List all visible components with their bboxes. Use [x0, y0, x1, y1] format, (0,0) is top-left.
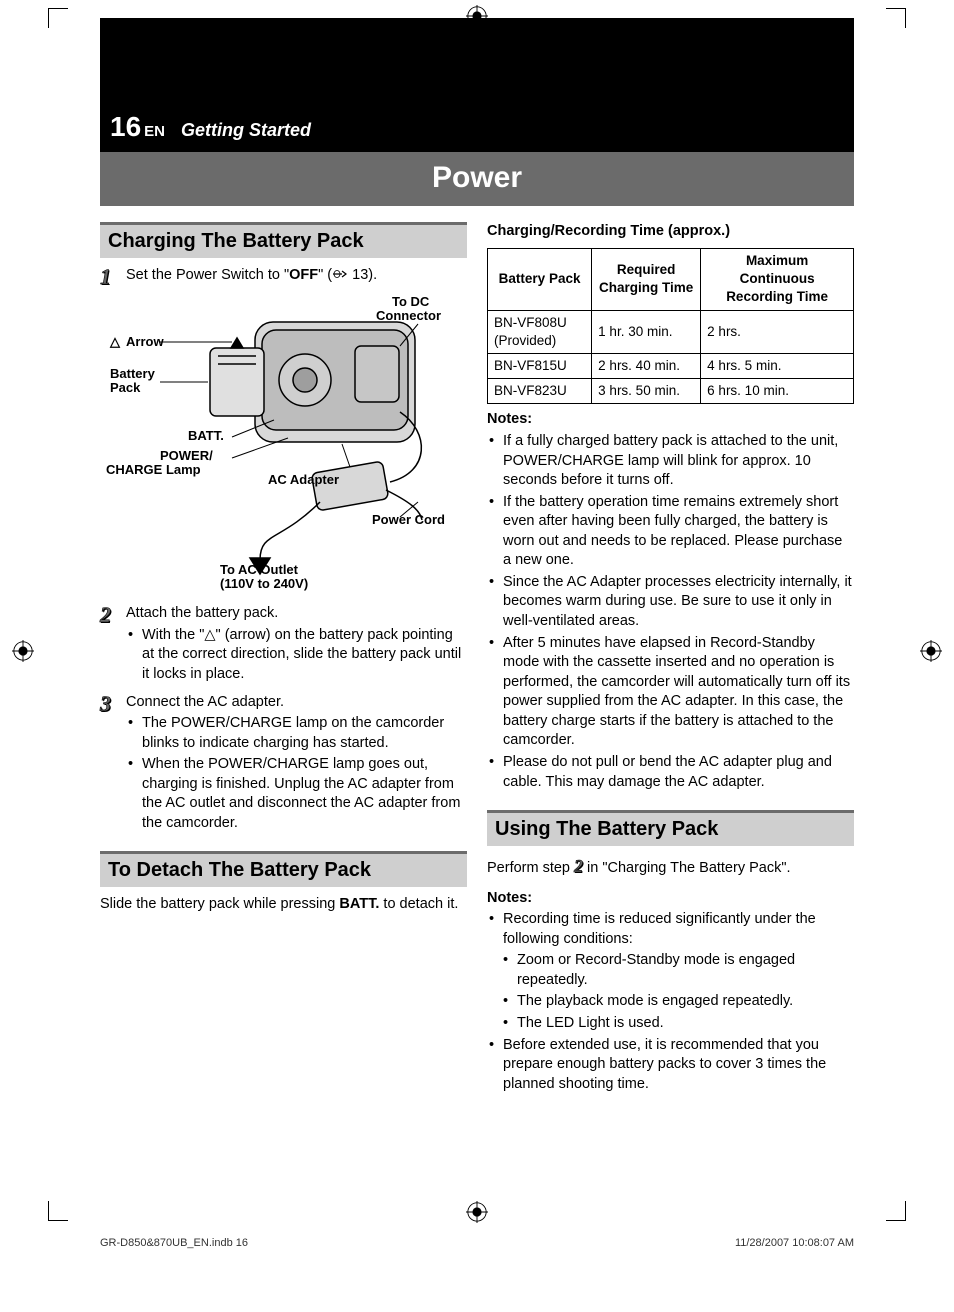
step-2: 2 Attach the battery pack. With the "△" …	[100, 604, 467, 686]
page-header: 16 EN Getting Started	[100, 104, 854, 152]
th-charge: Required Charging Time	[592, 248, 701, 310]
crop-mark	[886, 8, 906, 28]
svg-text:(110V to 240V): (110V to 240V)	[220, 576, 308, 591]
cell: BN-VF815U	[488, 353, 592, 378]
svg-text:Battery: Battery	[110, 366, 156, 381]
step1-ref: 13).	[352, 267, 377, 283]
section-heading-detach: To Detach The Battery Pack	[100, 851, 467, 887]
cell: BN-VF823U	[488, 379, 592, 404]
note-sub-item: The playback mode is engaged repeatedly.	[503, 992, 854, 1012]
note-sub-item: The LED Light is used.	[503, 1014, 854, 1034]
table-title: Charging/Recording Time (approx.)	[487, 222, 854, 242]
footer-file: GR-D850&870UB_EN.indb 16	[100, 1236, 248, 1251]
notes-heading-2: Notes:	[487, 889, 854, 909]
note-item: If a fully charged battery pack is attac…	[487, 432, 854, 491]
cell: BN-VF808U (Provided)	[488, 310, 592, 353]
svg-text:Pack: Pack	[110, 380, 141, 395]
note-item: If the battery operation time remains ex…	[487, 493, 854, 571]
note-item: Recording time is reduced significantly …	[487, 910, 854, 1033]
svg-text:Connector: Connector	[376, 308, 441, 323]
crop-mark	[886, 1201, 906, 1221]
page-ref-icon	[332, 267, 348, 279]
charging-time-table: Battery Pack Required Charging Time Maxi…	[487, 248, 854, 405]
page-number: 16	[110, 108, 141, 146]
registration-mark-icon	[466, 5, 488, 27]
header-black-band	[100, 18, 854, 104]
using-post: in "Charging The Battery Pack".	[583, 860, 791, 876]
svg-text:Arrow: Arrow	[126, 334, 164, 349]
note-item: Since the AC Adapter processes electrici…	[487, 573, 854, 632]
detach-pre: Slide the battery pack while pressing	[100, 896, 339, 912]
cell: 1 hr. 30 min.	[592, 310, 701, 353]
notes-heading: Notes:	[487, 410, 854, 430]
crop-mark	[48, 1201, 68, 1221]
step-number-icon: 2	[100, 604, 126, 686]
section-heading-charging: Charging The Battery Pack	[100, 222, 467, 258]
camcorder-diagram: △ Arrow Battery Pack BATT. POWER/ CHARGE…	[100, 292, 467, 592]
svg-text:Power Cord: Power Cord	[372, 512, 445, 527]
page-lang: EN	[144, 122, 165, 142]
note-sub-item: Zoom or Record-Standby mode is engaged r…	[503, 951, 854, 990]
step-3: 3 Connect the AC adapter. The POWER/CHAR…	[100, 693, 467, 836]
cell: 2 hrs. 40 min.	[592, 353, 701, 378]
step3-bullet2: When the POWER/CHARGE lamp goes out, cha…	[126, 755, 467, 833]
cell: 6 hrs. 10 min.	[701, 379, 854, 404]
th-battery: Battery Pack	[488, 248, 592, 310]
step3-bullet1: The POWER/CHARGE lamp on the camcorder b…	[126, 714, 467, 753]
using-body: Perform step 2 in "Charging The Battery …	[487, 854, 854, 879]
note-item: Before extended use, it is recommended t…	[487, 1036, 854, 1095]
detach-post: to detach it.	[379, 896, 458, 912]
registration-mark-icon	[920, 640, 942, 662]
note2-item1: Recording time is reduced significantly …	[503, 911, 816, 947]
notes-list-2: Recording time is reduced significantly …	[487, 910, 854, 1094]
svg-text:BATT.: BATT.	[188, 428, 224, 443]
step1-text-pre: Set the Power Switch to "	[126, 267, 289, 283]
step1-text-post: " (	[318, 267, 332, 283]
cell: 3 hrs. 50 min.	[592, 379, 701, 404]
step-number-icon: 1	[100, 266, 126, 288]
table-row: BN-VF815U 2 hrs. 40 min. 4 hrs. 5 min.	[488, 353, 854, 378]
svg-text:To DC: To DC	[392, 294, 430, 309]
step2-bullet: With the "△" (arrow) on the battery pack…	[126, 626, 467, 685]
svg-text:POWER/: POWER/	[160, 448, 213, 463]
svg-text:CHARGE Lamp: CHARGE Lamp	[106, 462, 201, 477]
registration-mark-icon	[12, 640, 34, 662]
cell: 2 hrs.	[701, 310, 854, 353]
note-item: Please do not pull or bend the AC adapte…	[487, 753, 854, 792]
step-1: 1 Set the Power Switch to "OFF" ( 13).	[100, 266, 467, 288]
svg-text:△: △	[109, 334, 121, 349]
crop-mark	[48, 8, 68, 28]
right-column: Charging/Recording Time (approx.) Batter…	[487, 222, 854, 1096]
detach-bold: BATT.	[339, 896, 379, 912]
chapter-title: Getting Started	[181, 118, 311, 142]
notes-list-1: If a fully charged battery pack is attac…	[487, 432, 854, 792]
section-heading-using: Using The Battery Pack	[487, 810, 854, 846]
table-row: BN-VF808U (Provided) 1 hr. 30 min. 2 hrs…	[488, 310, 854, 353]
page-title: Power	[100, 152, 854, 207]
step2-text: Attach the battery pack.	[126, 605, 278, 621]
inline-step-number-icon: 2	[574, 856, 583, 876]
cell: 4 hrs. 5 min.	[701, 353, 854, 378]
svg-text:AC Adapter: AC Adapter	[268, 472, 339, 487]
page-footer: GR-D850&870UB_EN.indb 16 11/28/2007 10:0…	[0, 1236, 954, 1251]
registration-mark-icon	[466, 1201, 488, 1223]
step1-off: OFF	[289, 267, 318, 283]
footer-timestamp: 11/28/2007 10:08:07 AM	[735, 1236, 854, 1251]
step-number-icon: 3	[100, 693, 126, 836]
left-column: Charging The Battery Pack 1 Set the Powe…	[100, 222, 467, 1096]
detach-body: Slide the battery pack while pressing BA…	[100, 895, 467, 915]
th-record: Maximum Continuous Recording Time	[701, 248, 854, 310]
step3-text: Connect the AC adapter.	[126, 694, 284, 710]
svg-text:To AC Outlet: To AC Outlet	[220, 562, 299, 577]
using-pre: Perform step	[487, 860, 574, 876]
table-row: BN-VF823U 3 hrs. 50 min. 6 hrs. 10 min.	[488, 379, 854, 404]
note-item: After 5 minutes have elapsed in Record-S…	[487, 634, 854, 751]
